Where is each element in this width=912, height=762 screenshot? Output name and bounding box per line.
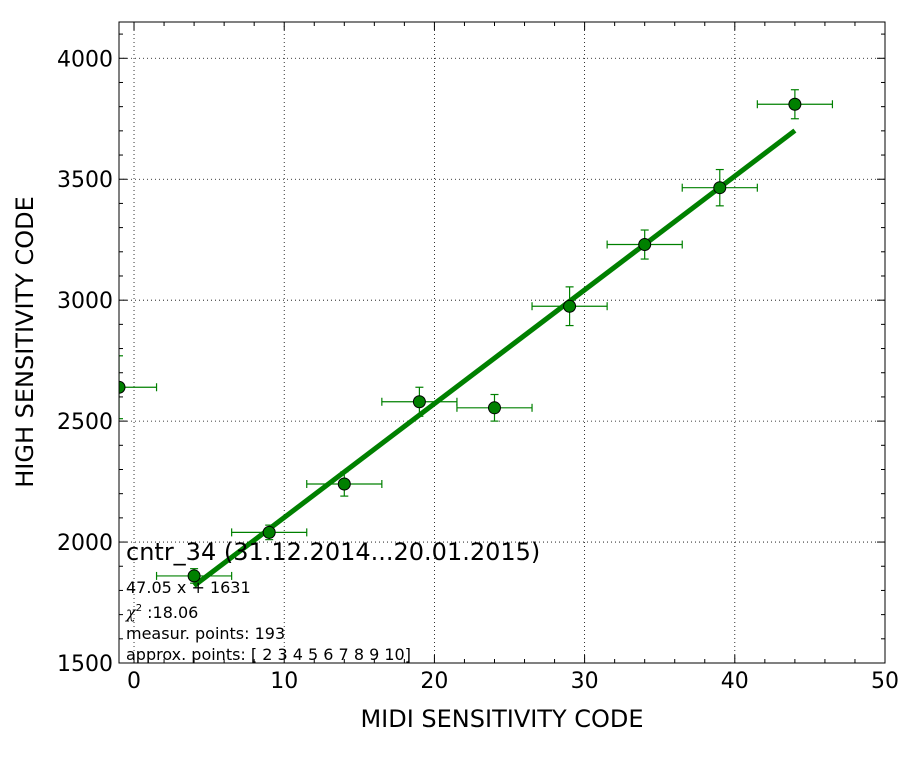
x-tick-label: 30 [571,669,599,694]
plot-frame [118,21,886,664]
tick-labels: 0 10 20 30 40 50 1500 2000 2500 3000 3500 4000 [57,47,899,694]
chi-superscript: 2 [136,603,142,614]
chi-square: χ2 :18.06 [125,603,198,622]
y-tick-label: 4000 [57,47,113,72]
data-point [412,395,426,409]
data-point [487,401,501,415]
data-point [337,477,351,491]
y-tick-label: 3500 [57,168,113,193]
x-tick-label: 40 [721,669,749,694]
data-point [563,299,577,313]
fit-annotations: cntr_34 (31.12.2014...20.01.2015) 47.05 … [125,538,540,664]
fit-equation: 47.05 x + 1631 [126,578,251,597]
chi-square-value: :18.06 [142,603,198,622]
x-tick-label: 0 [127,669,141,694]
fit-line [192,128,797,588]
data-point [788,97,802,111]
plot-area [119,89,834,588]
y-tick-label: 2000 [57,531,113,556]
measured-points: measur. points: 193 [126,624,285,643]
y-axis-label: HIGH SENSITIVITY CODE [11,196,39,488]
x-axis-label: MIDI SENSITIVITY CODE [360,705,643,733]
y-tick-label: 3000 [57,289,113,314]
approx-points: approx. points: [ 2 3 4 5 6 7 8 9 10] [126,645,411,664]
dataset-name: cntr_34 (31.12.2014...20.01.2015) [126,538,540,566]
grid [119,22,885,663]
data-point [187,569,201,583]
data-point [262,525,276,539]
x-tick-label: 20 [420,669,448,694]
y-tick-label: 1500 [57,652,113,677]
x-tick-label: 10 [270,669,298,694]
data-point [638,238,652,252]
x-tick-label: 50 [871,669,899,694]
chi-symbol: χ [125,603,137,622]
data-point [119,380,126,394]
y-tick-label: 2500 [57,410,113,435]
data-point [713,181,727,195]
axis-ticks [119,22,886,664]
